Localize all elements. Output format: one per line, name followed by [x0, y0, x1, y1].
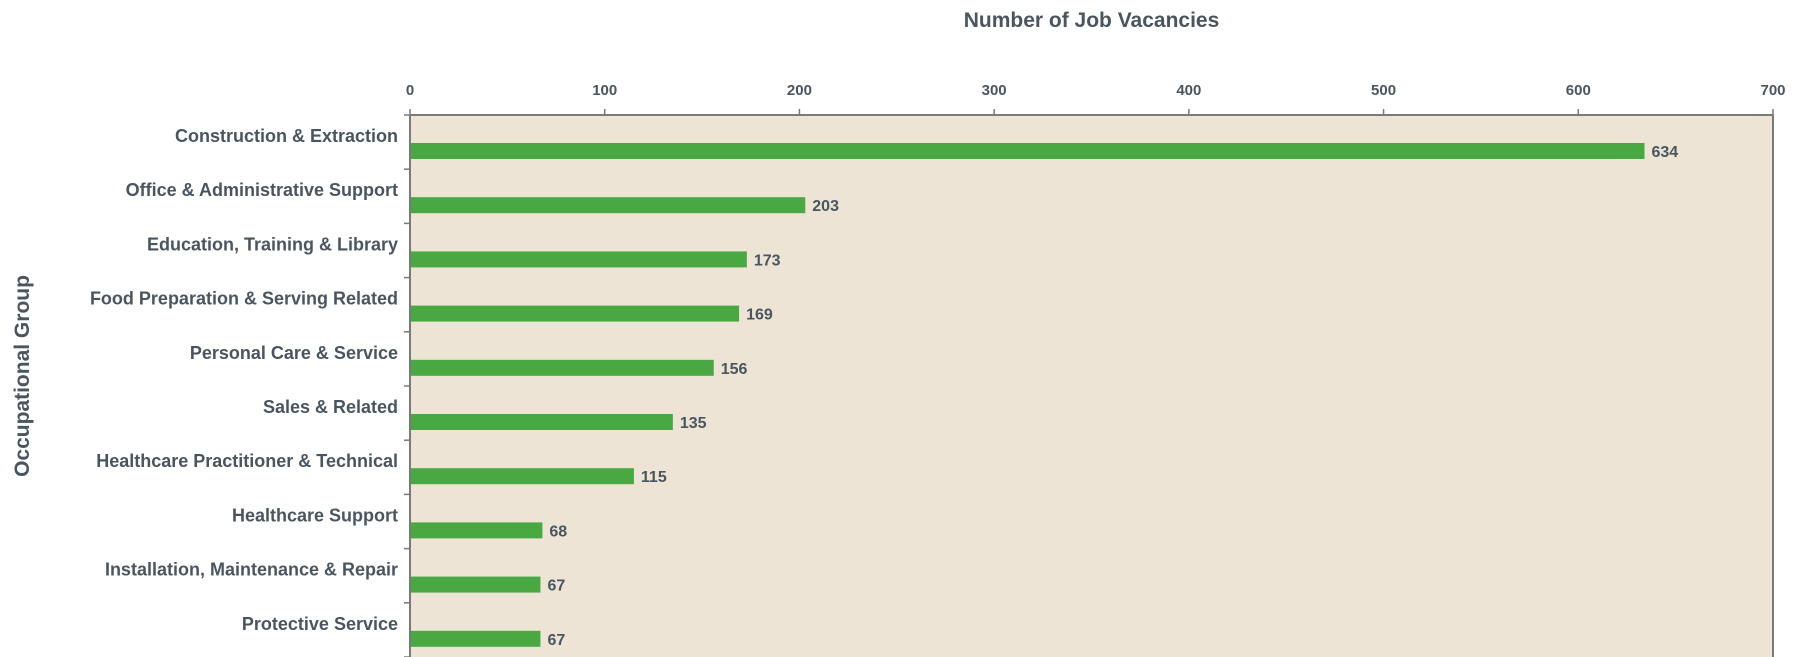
bar: [410, 630, 541, 647]
data-label: 203: [812, 198, 839, 215]
x-tick-label: 100: [592, 82, 617, 99]
bar: [410, 305, 740, 322]
x-tick-label: 700: [1760, 82, 1785, 99]
bar: [410, 414, 673, 430]
x-tick-label: 600: [1566, 82, 1591, 99]
bar: [410, 251, 747, 268]
data-label: 67: [547, 632, 565, 649]
category-label: Office & Administrative Support: [126, 180, 398, 200]
category-label: Construction & Extraction: [175, 126, 398, 146]
x-tick-label: 300: [982, 82, 1007, 99]
data-label: 115: [641, 469, 667, 486]
bar: [410, 143, 1645, 159]
category-label: Installation, Maintenance & Repair: [105, 560, 398, 580]
x-tick-label: 200: [787, 82, 812, 99]
category-label: Food Preparation & Serving Related: [90, 289, 398, 309]
category-label: Healthcare Support: [232, 505, 398, 525]
category-label: Personal Care & Service: [190, 343, 398, 363]
data-label: 156: [721, 361, 748, 378]
bar: [410, 197, 806, 214]
data-label: 67: [547, 578, 565, 595]
data-label: 173: [754, 252, 781, 269]
x-tick-label: 400: [1176, 82, 1201, 99]
x-tick-label: 500: [1371, 82, 1396, 99]
x-tick-label: 0: [406, 82, 414, 99]
data-label: 169: [746, 307, 773, 324]
bar: [410, 522, 543, 539]
y-axis-title: Occupational Group: [11, 275, 34, 477]
plot-area: [410, 115, 1773, 657]
data-label: 68: [549, 523, 567, 540]
category-label: Sales & Related: [263, 397, 398, 417]
category-label: Protective Service: [242, 614, 398, 634]
bar: [410, 576, 541, 593]
chart-title: Number of Job Vacancies: [964, 9, 1220, 32]
data-label: 135: [680, 415, 707, 432]
category-label: Education, Training & Library: [147, 234, 398, 254]
bar: [410, 359, 714, 376]
data-label: 634: [1651, 144, 1678, 161]
category-label: Healthcare Practitioner & Technical: [96, 451, 398, 471]
bar: [410, 468, 634, 485]
